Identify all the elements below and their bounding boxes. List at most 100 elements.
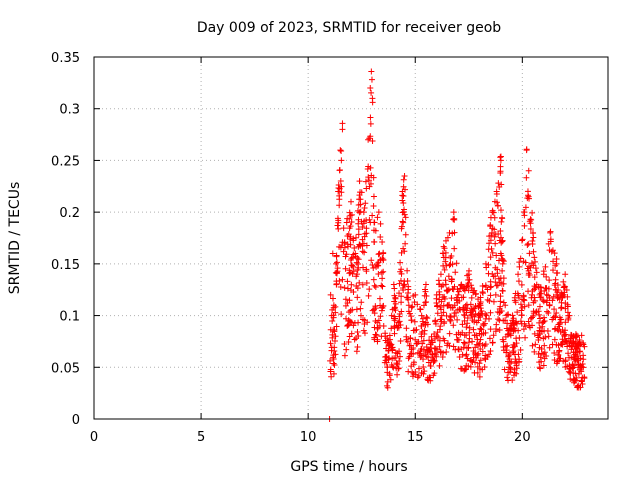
data-point <box>499 267 506 274</box>
data-point <box>420 337 427 344</box>
data-point <box>464 355 471 362</box>
data-point <box>545 333 552 340</box>
data-point <box>388 312 395 319</box>
data-point <box>504 342 511 349</box>
data-point <box>452 309 459 316</box>
data-point <box>396 353 403 360</box>
data-point <box>461 287 468 294</box>
data-point <box>553 260 560 267</box>
data-point <box>400 282 407 289</box>
data-point <box>388 325 395 332</box>
data-point <box>359 242 366 249</box>
data-point <box>353 273 360 280</box>
data-point <box>398 308 405 315</box>
data-point <box>487 223 494 230</box>
data-point <box>441 266 448 273</box>
data-point <box>382 353 389 360</box>
data-point <box>551 282 558 289</box>
data-point <box>368 76 375 83</box>
data-point <box>336 202 343 209</box>
data-point <box>469 338 476 345</box>
data-point <box>466 276 473 283</box>
data-point <box>328 344 335 351</box>
data-point <box>346 309 353 316</box>
data-point <box>458 281 465 288</box>
data-point <box>467 363 474 370</box>
data-point <box>519 304 526 311</box>
data-point <box>422 286 429 293</box>
data-point <box>525 270 532 277</box>
data-point <box>501 366 508 373</box>
data-point <box>519 236 526 243</box>
x-tick-label: 10 <box>300 430 317 445</box>
data-point <box>512 356 519 363</box>
data-point <box>411 299 418 306</box>
data-point <box>497 207 504 214</box>
data-point <box>392 300 399 307</box>
data-point <box>446 316 453 323</box>
data-point <box>568 346 575 353</box>
data-point <box>366 177 373 184</box>
data-point <box>402 231 409 238</box>
data-point <box>444 302 451 309</box>
data-point <box>497 228 504 235</box>
data-point <box>495 316 502 323</box>
data-point <box>440 335 447 342</box>
data-point <box>541 314 548 321</box>
y-tick-label: 0.35 <box>51 51 80 66</box>
data-point <box>558 316 565 323</box>
data-point <box>329 331 336 338</box>
data-point <box>424 315 431 322</box>
data-point <box>440 309 447 316</box>
data-point <box>533 308 540 315</box>
data-point <box>565 350 572 357</box>
data-point <box>337 178 344 185</box>
data-point <box>546 344 553 351</box>
data-point <box>538 358 545 365</box>
data-point <box>368 68 375 75</box>
data-point <box>344 322 351 329</box>
data-point <box>536 303 543 310</box>
data-point <box>518 237 525 244</box>
data-point <box>499 287 506 294</box>
data-point <box>547 229 554 236</box>
data-point <box>471 287 478 294</box>
data-point <box>355 226 362 233</box>
data-point <box>521 209 528 216</box>
data-point <box>507 368 514 375</box>
data-point <box>450 286 457 293</box>
x-tick-label: 5 <box>197 430 205 445</box>
data-point <box>481 355 488 362</box>
data-point <box>402 240 409 247</box>
data-point <box>546 301 553 308</box>
data-point <box>414 349 421 356</box>
data-point <box>332 351 339 358</box>
data-point <box>420 364 427 371</box>
data-point <box>455 346 462 353</box>
data-point <box>552 314 559 321</box>
data-point <box>451 302 458 309</box>
data-point <box>536 311 543 318</box>
data-point <box>478 326 485 333</box>
data-point <box>352 250 359 257</box>
data-point <box>327 340 334 347</box>
data-point <box>431 330 438 337</box>
data-point <box>333 253 340 260</box>
data-point <box>539 320 546 327</box>
data-point <box>359 248 366 255</box>
data-point <box>372 331 379 338</box>
data-point <box>492 240 499 247</box>
data-point <box>401 172 408 179</box>
data-point <box>371 310 378 317</box>
data-point <box>490 332 497 339</box>
data-point <box>398 249 405 256</box>
data-point <box>330 355 337 362</box>
data-point <box>341 240 348 247</box>
data-point <box>347 212 354 219</box>
data-point <box>476 373 483 380</box>
data-point <box>355 220 362 227</box>
data-point <box>438 316 445 323</box>
data-point <box>491 214 498 221</box>
data-point <box>329 318 336 325</box>
data-point <box>461 340 468 347</box>
